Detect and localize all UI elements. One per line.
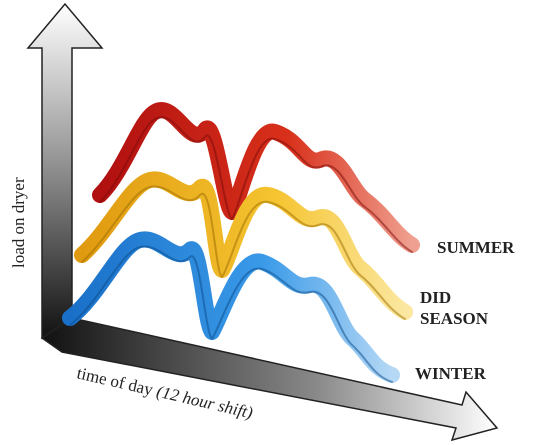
- label-line: SUMMER: [437, 238, 515, 257]
- ribbon-label: DID SEASON: [420, 288, 489, 328]
- ribbon-label: WINTER: [415, 364, 487, 383]
- diagram: load on dryer time of day (12 hour shift…: [0, 0, 550, 445]
- label-line: SEASON: [420, 309, 489, 328]
- x-axis-label-main: time of day: [75, 363, 155, 399]
- label-line: WINTER: [415, 364, 487, 383]
- y-axis-label: load on dryer: [9, 177, 28, 268]
- label-line: DID: [420, 288, 451, 307]
- ribbon-label: SUMMER: [437, 238, 515, 257]
- x-axis-label-note: (12 hour shift): [155, 382, 255, 423]
